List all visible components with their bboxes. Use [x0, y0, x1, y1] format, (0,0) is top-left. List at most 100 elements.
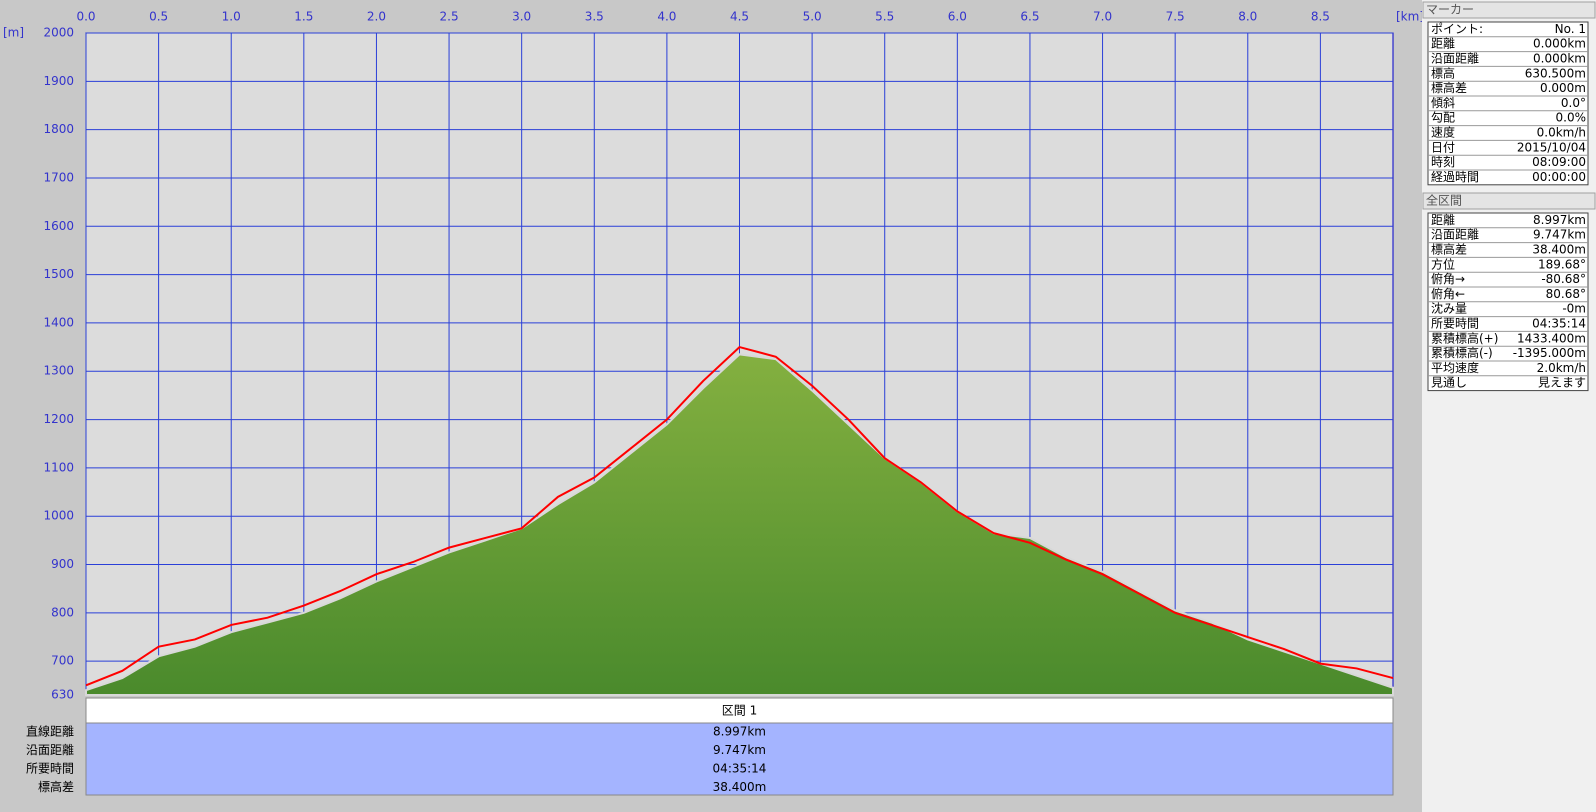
panel-label: 沿面距離 [1431, 52, 1479, 66]
panel-label: ポイント: [1431, 22, 1483, 36]
y-tick-label: 800 [51, 605, 74, 619]
panel-title: 全区間 [1426, 193, 1462, 208]
y-unit: [m] [3, 26, 24, 40]
panel-value: 0.0° [1561, 96, 1586, 110]
row-label: 標高差 [38, 779, 74, 794]
panel-value: 00:00:00 [1532, 170, 1586, 184]
x-tick-label: 2.0 [367, 10, 386, 24]
panel-label: 速度 [1431, 125, 1455, 140]
y-tick-label: 1700 [43, 170, 74, 184]
panel-label: 日付 [1431, 140, 1455, 154]
row-value: 38.400m [713, 780, 767, 794]
panel-value: 08:09:00 [1532, 155, 1586, 169]
panel-value: 04:35:14 [1532, 317, 1586, 331]
y-tick-label: 2000 [43, 26, 74, 40]
panel-value: 80.68° [1546, 287, 1586, 301]
y-tick-label: 900 [51, 557, 74, 571]
row-value: 8.997km [713, 725, 766, 739]
panel-label: 俯角→ [1431, 271, 1465, 286]
panel-label: 標高差 [1431, 242, 1467, 257]
y-tick-label: 1800 [43, 122, 74, 136]
panel-label: 沈み量 [1431, 301, 1467, 316]
panel-value: 0.000km [1533, 37, 1586, 51]
x-tick-label: 7.5 [1166, 10, 1185, 24]
panel-value: 189.68° [1538, 257, 1586, 271]
x-tick-label: 7.0 [1093, 10, 1112, 24]
panel-table [1427, 21, 1589, 186]
panel-value: 38.400m [1532, 243, 1586, 257]
panel-value: No. 1 [1555, 22, 1586, 36]
y-tick-label: 700 [51, 654, 74, 668]
panel-value: 8.997km [1533, 213, 1586, 227]
y-tick-label: 1100 [43, 460, 74, 474]
x-tick-label: 8.5 [1311, 10, 1330, 24]
panel-value: -0m [1562, 302, 1586, 316]
panel-value: 見えます [1538, 376, 1586, 390]
panel-value: 630.500m [1525, 66, 1586, 80]
panel-label: 距離 [1431, 37, 1455, 51]
panel-value: -1395.000m [1513, 346, 1586, 360]
panel-label: 傾斜 [1431, 96, 1455, 110]
y-tick-label: 630 [51, 688, 74, 702]
x-tick-label: 2.5 [440, 10, 459, 24]
x-tick-label: 1.5 [294, 10, 313, 24]
y-tick-label: 1400 [43, 315, 74, 329]
x-tick-label: 1.0 [222, 10, 241, 24]
panel-label: 経過時間 [1431, 170, 1479, 184]
row-label: 所要時間 [26, 762, 74, 776]
y-tick-label: 1500 [43, 267, 74, 281]
panel-label: 距離 [1431, 213, 1455, 227]
y-tick-label: 1600 [43, 219, 74, 233]
panel-value: -80.68° [1541, 272, 1586, 286]
panel-header[interactable] [1422, 192, 1596, 210]
x-unit: [km] [1396, 10, 1424, 24]
row-label: 直線距離 [26, 724, 74, 739]
panel-value: 9.747km [1533, 228, 1586, 242]
section-body [85, 722, 1394, 796]
panel-label: 見通し [1431, 376, 1467, 390]
x-tick-label: 6.5 [1020, 10, 1039, 24]
panel-label: 時刻 [1431, 155, 1455, 169]
x-tick-label: 6.0 [948, 10, 967, 24]
panel-label: 所要時間 [1431, 317, 1479, 331]
y-tick-label: 1000 [43, 509, 74, 523]
x-tick-label: 3.0 [512, 10, 531, 24]
x-tick-label: 4.0 [657, 10, 676, 24]
panel-label: 累積標高(-) [1431, 345, 1493, 360]
panel-value: 0.0km/h [1537, 126, 1586, 140]
panel-label: 俯角← [1431, 286, 1465, 301]
panel-value: 2.0km/h [1537, 361, 1586, 375]
panel-value: 1433.400m [1517, 331, 1586, 345]
panel-value: 0.000m [1540, 81, 1586, 95]
x-tick-label: 0.0 [76, 10, 95, 24]
x-tick-label: 8.0 [1238, 10, 1257, 24]
row-value: 04:35:14 [713, 762, 767, 776]
panel-title: マーカー [1426, 3, 1474, 17]
y-tick-label: 1900 [43, 74, 74, 88]
section-title: 区間 1 [722, 704, 757, 718]
panel-label: 累積標高(+) [1431, 330, 1498, 345]
panel-label: 標高差 [1431, 80, 1467, 95]
panel-value: 0.0% [1556, 111, 1587, 125]
panel-value: 2015/10/04 [1517, 140, 1586, 154]
panel-label: 方位 [1431, 256, 1455, 271]
y-tick-label: 1200 [43, 412, 74, 426]
track-line [85, 345, 1394, 687]
x-tick-label: 5.0 [803, 10, 822, 24]
panel-value: 0.000km [1533, 52, 1586, 66]
panel-label: 沿面距離 [1431, 228, 1479, 242]
panel-label: 勾配 [1431, 111, 1455, 125]
row-value: 9.747km [713, 743, 766, 757]
panel-header[interactable] [1422, 1, 1596, 19]
x-tick-label: 4.5 [730, 10, 749, 24]
panel-label: 標高 [1431, 65, 1455, 80]
x-tick-label: 3.5 [585, 10, 604, 24]
x-tick-label: 0.5 [149, 10, 168, 24]
y-tick-label: 1300 [43, 364, 74, 378]
panel-label: 平均速度 [1431, 360, 1479, 375]
section-header [85, 697, 1394, 724]
row-label: 沿面距離 [26, 743, 74, 757]
x-tick-label: 5.5 [875, 10, 894, 24]
